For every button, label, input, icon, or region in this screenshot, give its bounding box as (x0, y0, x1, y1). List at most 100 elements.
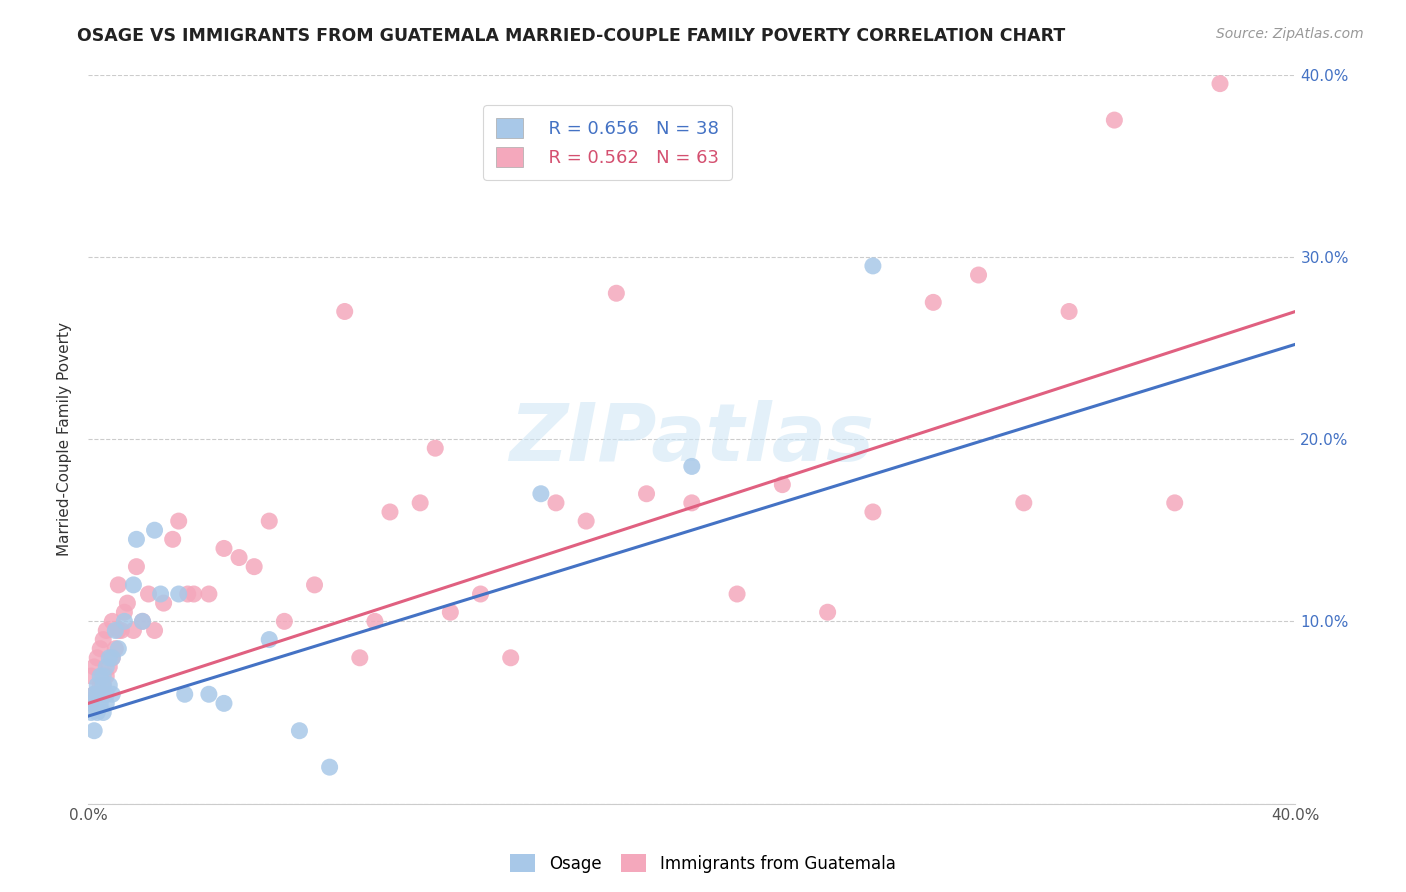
Point (96, 624, 118, 638)
Point (101, 650, 124, 665)
Point (125, 559, 148, 574)
Point (131, 615, 153, 629)
Point (439, 605, 461, 619)
Point (1209, 77, 1232, 91)
Point (91, 706, 114, 720)
Point (91, 678, 114, 692)
Point (143, 523, 166, 537)
Point (183, 587, 205, 601)
Point (96, 697, 118, 711)
Point (770, 477, 793, 491)
Point (636, 487, 658, 501)
Point (198, 687, 221, 701)
Point (80, 669, 103, 683)
Point (243, 559, 266, 574)
Point (107, 578, 129, 592)
Point (107, 641, 129, 656)
Point (89, 669, 111, 683)
Point (138, 587, 160, 601)
Point (122, 624, 145, 638)
Point (152, 596, 174, 610)
Point (91, 678, 114, 692)
Point (89, 697, 111, 711)
Point (967, 268, 990, 282)
Point (922, 295, 945, 310)
Point (725, 587, 748, 601)
Point (125, 533, 148, 547)
Point (143, 624, 166, 638)
Point (1164, 496, 1187, 510)
Point (86, 678, 108, 692)
Point (273, 615, 295, 629)
Point (167, 514, 190, 528)
Text: OSAGE VS IMMIGRANTS FROM GUATEMALA MARRIED-COUPLE FAMILY POVERTY CORRELATION CHA: OSAGE VS IMMIGRANTS FROM GUATEMALA MARRI… (77, 27, 1066, 45)
Point (110, 624, 132, 638)
Point (89, 678, 111, 692)
Point (98, 650, 121, 665)
Y-axis label: Married-Couple Family Poverty: Married-Couple Family Poverty (58, 322, 72, 556)
Point (257, 514, 280, 528)
Point (80, 706, 103, 720)
Point (131, 615, 153, 629)
Point (101, 650, 124, 665)
Point (117, 596, 139, 610)
Point (333, 304, 356, 318)
Point (318, 760, 340, 774)
Point (101, 615, 124, 629)
Point (104, 624, 127, 638)
Point (177, 587, 200, 601)
Point (83, 660, 105, 674)
Point (86, 687, 108, 701)
Point (228, 550, 250, 565)
Point (544, 496, 567, 510)
Point (96, 669, 118, 683)
Legend: Osage, Immigrants from Guatemala: Osage, Immigrants from Guatemala (503, 847, 903, 880)
Point (605, 286, 627, 301)
Point (173, 687, 195, 701)
Point (378, 505, 401, 519)
Point (162, 533, 184, 547)
Point (86, 687, 108, 701)
Point (96, 660, 118, 674)
Point (80, 697, 103, 711)
Point (101, 687, 124, 701)
Point (86, 706, 108, 720)
Point (1104, 113, 1126, 128)
Point (80, 697, 103, 711)
Point (91, 632, 114, 647)
Point (86, 650, 108, 665)
Point (96, 687, 118, 701)
Point (257, 632, 280, 647)
Point (91, 687, 114, 701)
Point (499, 650, 522, 665)
Point (575, 514, 598, 528)
Point (288, 723, 311, 738)
Point (112, 615, 135, 629)
Point (83, 687, 105, 701)
Point (104, 641, 127, 656)
Point (212, 697, 235, 711)
Point (1012, 496, 1035, 510)
Point (409, 496, 432, 510)
Point (425, 441, 447, 455)
Point (530, 487, 553, 501)
Point (83, 687, 105, 701)
Text: Source: ZipAtlas.com: Source: ZipAtlas.com (1216, 27, 1364, 41)
Point (470, 587, 492, 601)
Point (167, 587, 190, 601)
Point (1057, 304, 1080, 318)
Point (122, 578, 145, 592)
Point (349, 650, 371, 665)
Point (98, 660, 121, 674)
Point (862, 505, 884, 519)
Point (83, 723, 105, 738)
Point (862, 259, 884, 273)
Point (112, 605, 135, 619)
Point (304, 578, 326, 592)
Point (364, 615, 387, 629)
Point (98, 678, 121, 692)
Point (681, 496, 703, 510)
Point (681, 459, 703, 474)
Legend:   R = 0.656   N = 38,   R = 0.562   N = 63: R = 0.656 N = 38, R = 0.562 N = 63 (482, 105, 731, 179)
Point (107, 624, 129, 638)
